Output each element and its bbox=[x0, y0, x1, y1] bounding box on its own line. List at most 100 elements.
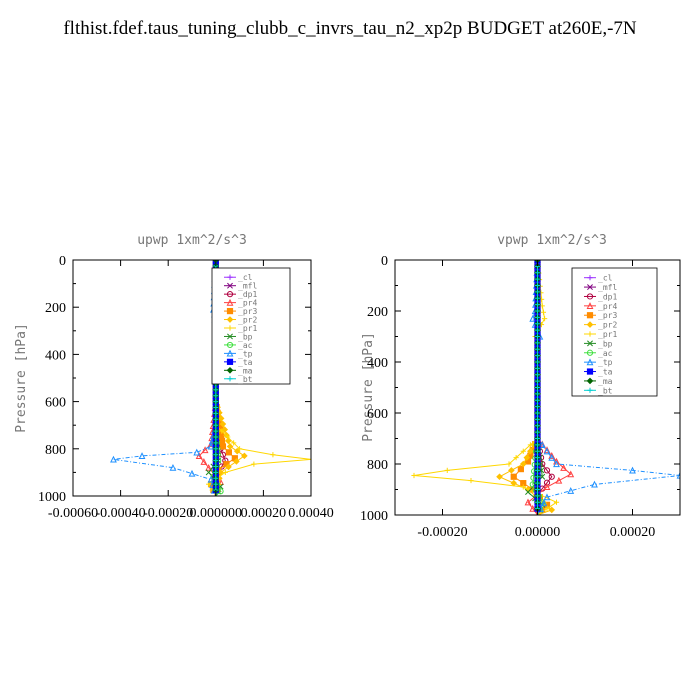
point-bp bbox=[525, 489, 531, 496]
point-tp bbox=[529, 314, 537, 322]
legend-label: _ac bbox=[598, 349, 613, 358]
point-tp bbox=[543, 447, 551, 455]
legend-marker bbox=[586, 293, 594, 300]
y-tick-label: 200 bbox=[45, 301, 66, 316]
y-tick-label: 800 bbox=[367, 458, 388, 473]
legend-label: _pr2 bbox=[598, 321, 617, 330]
y-tick-label: 600 bbox=[45, 396, 66, 411]
point-tp bbox=[538, 441, 546, 448]
y-tick-label: 0 bbox=[381, 254, 388, 269]
point-pr2 bbox=[217, 415, 225, 422]
legend-label: _pr3 bbox=[598, 311, 617, 320]
legend: _cl_mfl_dp1_pr4_pr3_pr2_pr1_bp_ac_tp_ta_… bbox=[571, 267, 658, 397]
point-dp1 bbox=[543, 467, 551, 474]
legend-marker bbox=[226, 358, 234, 365]
series-line-pr2 bbox=[498, 260, 553, 515]
x-tick-label: -0.00020 bbox=[143, 506, 193, 521]
legend-label: _ta bbox=[238, 358, 253, 367]
x-tick-label: 0.00020 bbox=[241, 506, 287, 521]
point-dp1 bbox=[548, 473, 555, 480]
legend-label: _cl bbox=[238, 273, 253, 282]
point-tp bbox=[548, 453, 556, 461]
panel-title: vpwp 1xm^2/s^3 bbox=[497, 233, 607, 248]
legend-marker bbox=[586, 358, 594, 366]
legend-label: _bp bbox=[238, 332, 253, 341]
point-tp bbox=[207, 442, 215, 450]
point-tp bbox=[138, 452, 146, 459]
legend-marker bbox=[226, 367, 234, 374]
legend-marker bbox=[227, 333, 233, 340]
point-pr2 bbox=[496, 473, 503, 481]
legend-label: _ma bbox=[238, 366, 253, 375]
point-pr2 bbox=[523, 454, 531, 461]
legend: _cl_mfl_dp1_pr4_pr3_pr2_pr1_bp_ac_tp_ta_… bbox=[211, 267, 291, 385]
point-tp bbox=[629, 466, 636, 474]
y-axis-label: Pressure [hPa] bbox=[14, 323, 29, 433]
point-tp bbox=[553, 460, 560, 468]
legend-label: _bt bbox=[238, 375, 253, 384]
y-tick-label: 200 bbox=[367, 305, 388, 320]
series-group bbox=[411, 260, 680, 515]
point-pr4 bbox=[529, 504, 537, 512]
point-tp bbox=[110, 455, 117, 463]
point-tp bbox=[591, 480, 598, 488]
legend-marker bbox=[226, 316, 234, 323]
legend-label: _mfl bbox=[598, 283, 617, 292]
panel-1: upwp 1xm^2/s^3 Pressure [hPa] 0 200 400 600 80… bbox=[14, 233, 334, 521]
legend-marker bbox=[587, 340, 593, 347]
point-tp bbox=[676, 471, 680, 479]
point-pr4 bbox=[524, 498, 532, 506]
legend-label: _pr3 bbox=[238, 307, 257, 316]
point-pr3 bbox=[219, 443, 227, 450]
point-tp bbox=[540, 499, 548, 507]
panel-title: upwp 1xm^2/s^3 bbox=[137, 233, 247, 248]
legend-label: _mfl bbox=[238, 282, 257, 291]
legend-label: _pr2 bbox=[238, 316, 257, 325]
legend-label: _ma bbox=[598, 377, 613, 386]
point-pr4 bbox=[560, 464, 568, 471]
point-tp bbox=[543, 493, 551, 501]
point-pr2 bbox=[527, 447, 534, 455]
x-tick-label: 0.000000 bbox=[190, 506, 243, 521]
point-pr2 bbox=[510, 479, 518, 487]
legend-marker bbox=[227, 282, 233, 289]
point-pr4 bbox=[543, 483, 551, 491]
point-pr2 bbox=[548, 506, 556, 514]
point-pr3 bbox=[510, 473, 517, 480]
point-pr2 bbox=[233, 447, 241, 455]
y-tick-label: 1000 bbox=[360, 509, 388, 524]
point-pr2 bbox=[233, 458, 240, 465]
point-pr2 bbox=[225, 463, 232, 471]
point-pr2 bbox=[508, 467, 515, 474]
point-pr4 bbox=[555, 476, 563, 484]
legend-label: _tp bbox=[238, 349, 253, 358]
legend-label: _pr1 bbox=[598, 330, 617, 339]
x-tick-label: 0.00040 bbox=[288, 506, 334, 521]
point-tp bbox=[169, 463, 177, 471]
y-axis-label: Pressure [hPa] bbox=[361, 332, 376, 442]
y-tick-label: 400 bbox=[45, 348, 66, 363]
x-tick-label: 0.00000 bbox=[515, 525, 561, 540]
legend-marker bbox=[226, 349, 234, 357]
y-tick-label: 0 bbox=[59, 254, 66, 269]
legend-label: _bp bbox=[598, 339, 613, 348]
legend-label: _dp1 bbox=[238, 290, 257, 299]
legend-label: _pr4 bbox=[238, 299, 257, 308]
point-pr3 bbox=[517, 466, 524, 473]
point-pr2 bbox=[519, 460, 527, 468]
legend-marker bbox=[226, 307, 234, 315]
point-pr3 bbox=[225, 449, 232, 456]
legend-label: _pr1 bbox=[238, 324, 257, 333]
x-tick-label: -0.00060 bbox=[48, 506, 98, 521]
legend-marker bbox=[586, 321, 594, 328]
legend-marker bbox=[586, 302, 594, 309]
point-tp bbox=[188, 469, 196, 477]
legend-marker bbox=[586, 368, 594, 375]
legend-marker bbox=[586, 377, 594, 385]
point-tp bbox=[567, 487, 575, 494]
x-tick-label: -0.00040 bbox=[96, 506, 146, 521]
legend-marker bbox=[586, 312, 594, 319]
legend-marker bbox=[226, 298, 234, 306]
legend-label: _cl bbox=[598, 274, 613, 283]
point-tp bbox=[207, 475, 215, 483]
